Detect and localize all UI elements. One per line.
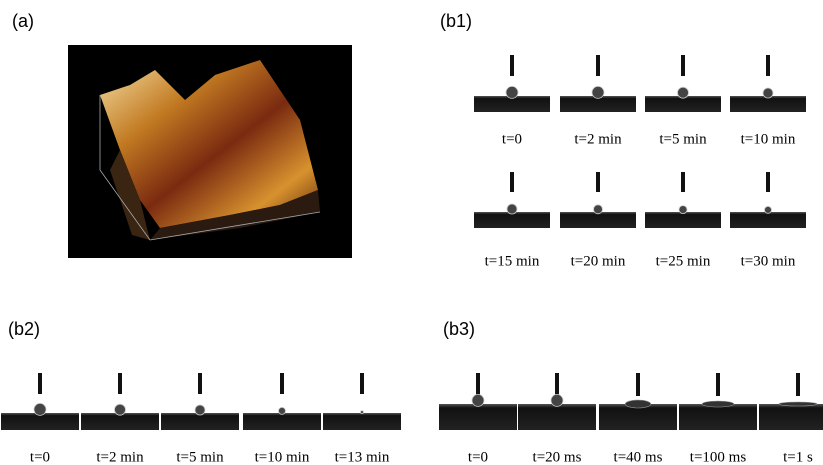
time-label: t=5 min: [659, 131, 707, 147]
droplet: [624, 399, 652, 409]
time-label: t=13 min: [335, 449, 390, 465]
needle: [118, 373, 122, 394]
needle: [198, 373, 202, 394]
substrate: [730, 96, 806, 112]
droplet: [360, 410, 364, 415]
droplet-frame: t=2 min: [81, 373, 159, 465]
needle: [716, 373, 720, 396]
needle: [796, 373, 800, 396]
afm-image: [68, 45, 352, 258]
droplet-frame: t=20 min: [560, 172, 636, 269]
time-label: t=5 min: [176, 449, 224, 465]
time-label: t=100 ms: [690, 449, 747, 465]
time-label: t=0: [502, 131, 522, 147]
time-label: t=20 min: [571, 253, 626, 269]
needle: [510, 172, 514, 192]
substrate: [518, 404, 596, 430]
substrate: [730, 212, 806, 228]
substrate: [474, 212, 550, 228]
substrate: [243, 413, 321, 430]
droplet-frame: t=40 ms: [599, 373, 677, 465]
panel-label: (b2): [8, 319, 40, 339]
droplet: [33, 402, 47, 416]
droplet-frame: t=25 min: [645, 172, 721, 269]
substrate: [645, 96, 721, 112]
time-label: t=10 min: [741, 131, 796, 147]
needle: [555, 373, 559, 396]
time-label: t=25 min: [656, 253, 711, 269]
substrate: [474, 96, 550, 112]
substrate: [679, 404, 757, 430]
droplet: [701, 400, 735, 408]
droplet-frame: t=20 ms: [518, 373, 596, 465]
droplet: [505, 86, 519, 99]
time-label: t=2 min: [574, 131, 622, 147]
time-label: t=40 ms: [614, 449, 663, 465]
droplet: [506, 203, 518, 215]
substrate: [439, 404, 517, 430]
droplet-frame: t=5 min: [645, 55, 721, 147]
substrate: [560, 96, 636, 112]
needle: [38, 373, 42, 394]
droplet: [194, 404, 206, 416]
time-label: t=15 min: [485, 253, 540, 269]
needle: [766, 55, 770, 76]
needle: [596, 55, 600, 76]
substrate: [1, 413, 79, 430]
time-label: t=0: [468, 449, 488, 465]
panel-label: (b3): [443, 319, 475, 339]
droplet: [591, 86, 605, 99]
droplet: [778, 401, 818, 407]
substrate: [560, 212, 636, 228]
droplet-frame: t=100 ms: [679, 373, 757, 465]
needle: [596, 172, 600, 192]
panel-label: (b1): [440, 11, 472, 31]
droplet: [471, 393, 485, 407]
droplet-frame: t=1 s: [759, 373, 823, 465]
droplet-frame: t=30 min: [730, 172, 806, 269]
droplet: [278, 406, 286, 415]
droplet-frame: t=5 min: [161, 373, 239, 465]
needle: [681, 55, 685, 76]
time-label: t=10 min: [255, 449, 310, 465]
needle: [766, 172, 770, 192]
droplet-frame: t=0: [474, 55, 550, 147]
substrate: [645, 212, 721, 228]
time-label: t=0: [30, 449, 50, 465]
needle: [636, 373, 640, 396]
droplet-frame: t=10 min: [243, 373, 321, 465]
droplet-frame: t=10 min: [730, 55, 806, 147]
droplet-frame: t=0: [1, 373, 79, 465]
needle: [681, 172, 685, 192]
droplet: [762, 87, 774, 99]
substrate: [599, 404, 677, 430]
substrate: [81, 413, 159, 430]
substrate: [759, 404, 823, 430]
substrate: [323, 413, 401, 430]
droplet: [764, 205, 772, 214]
droplet: [550, 393, 564, 407]
panel-label: (a): [12, 11, 34, 31]
droplet-frame: t=13 min: [323, 373, 401, 465]
droplet: [114, 403, 126, 416]
droplet-frame: t=0: [439, 373, 517, 465]
droplet-frame: t=2 min: [560, 55, 636, 147]
substrate: [161, 413, 239, 430]
needle: [510, 55, 514, 76]
needle: [476, 373, 480, 396]
time-label: t=2 min: [96, 449, 144, 465]
time-label: t=1 s: [783, 449, 813, 465]
droplet: [593, 204, 603, 215]
needle: [360, 373, 364, 394]
time-label: t=30 min: [741, 253, 796, 269]
droplet: [678, 205, 688, 215]
droplet-frame: t=15 min: [474, 172, 550, 269]
droplet: [677, 86, 689, 99]
time-label: t=20 ms: [533, 449, 582, 465]
needle: [280, 373, 284, 394]
